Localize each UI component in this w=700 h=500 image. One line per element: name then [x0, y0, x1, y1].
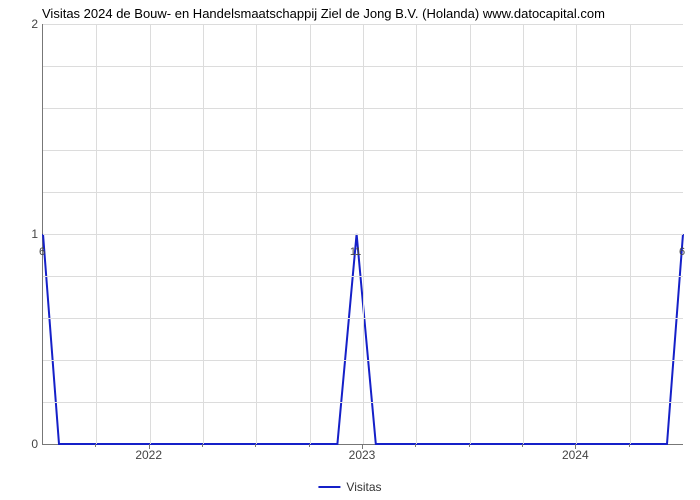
legend-label: Visitas	[346, 480, 381, 494]
x-tick-minor	[309, 444, 310, 447]
y-tick-label: 0	[31, 437, 38, 451]
x-tick-minor	[469, 444, 470, 447]
x-tick-label: 2023	[349, 448, 376, 462]
grid-v-minor	[96, 24, 97, 444]
legend: Visitas	[318, 480, 381, 494]
grid-v-minor	[203, 24, 204, 444]
grid-v-minor	[310, 24, 311, 444]
value-label: 11	[350, 246, 361, 258]
y-tick-label: 2	[31, 17, 38, 31]
y-tick-label: 1	[31, 227, 38, 241]
x-tick-label: 2022	[135, 448, 162, 462]
grid-v	[576, 24, 577, 444]
grid-v-minor	[630, 24, 631, 444]
legend-swatch	[318, 486, 340, 488]
x-tick-minor	[255, 444, 256, 447]
grid-v-minor	[416, 24, 417, 444]
grid-v	[363, 24, 364, 444]
grid-v	[150, 24, 151, 444]
grid-v-minor	[523, 24, 524, 444]
value-label: 6	[679, 246, 685, 258]
x-tick-minor	[522, 444, 523, 447]
x-tick-minor	[202, 444, 203, 447]
plot-area	[42, 24, 683, 445]
x-tick-label: 2024	[562, 448, 589, 462]
grid-v-minor	[470, 24, 471, 444]
x-tick-minor	[629, 444, 630, 447]
value-label: 6	[39, 246, 45, 258]
x-tick-minor	[415, 444, 416, 447]
grid-v-minor	[256, 24, 257, 444]
chart-title: Visitas 2024 de Bouw- en Handelsmaatscha…	[42, 6, 605, 21]
x-tick-minor	[95, 444, 96, 447]
